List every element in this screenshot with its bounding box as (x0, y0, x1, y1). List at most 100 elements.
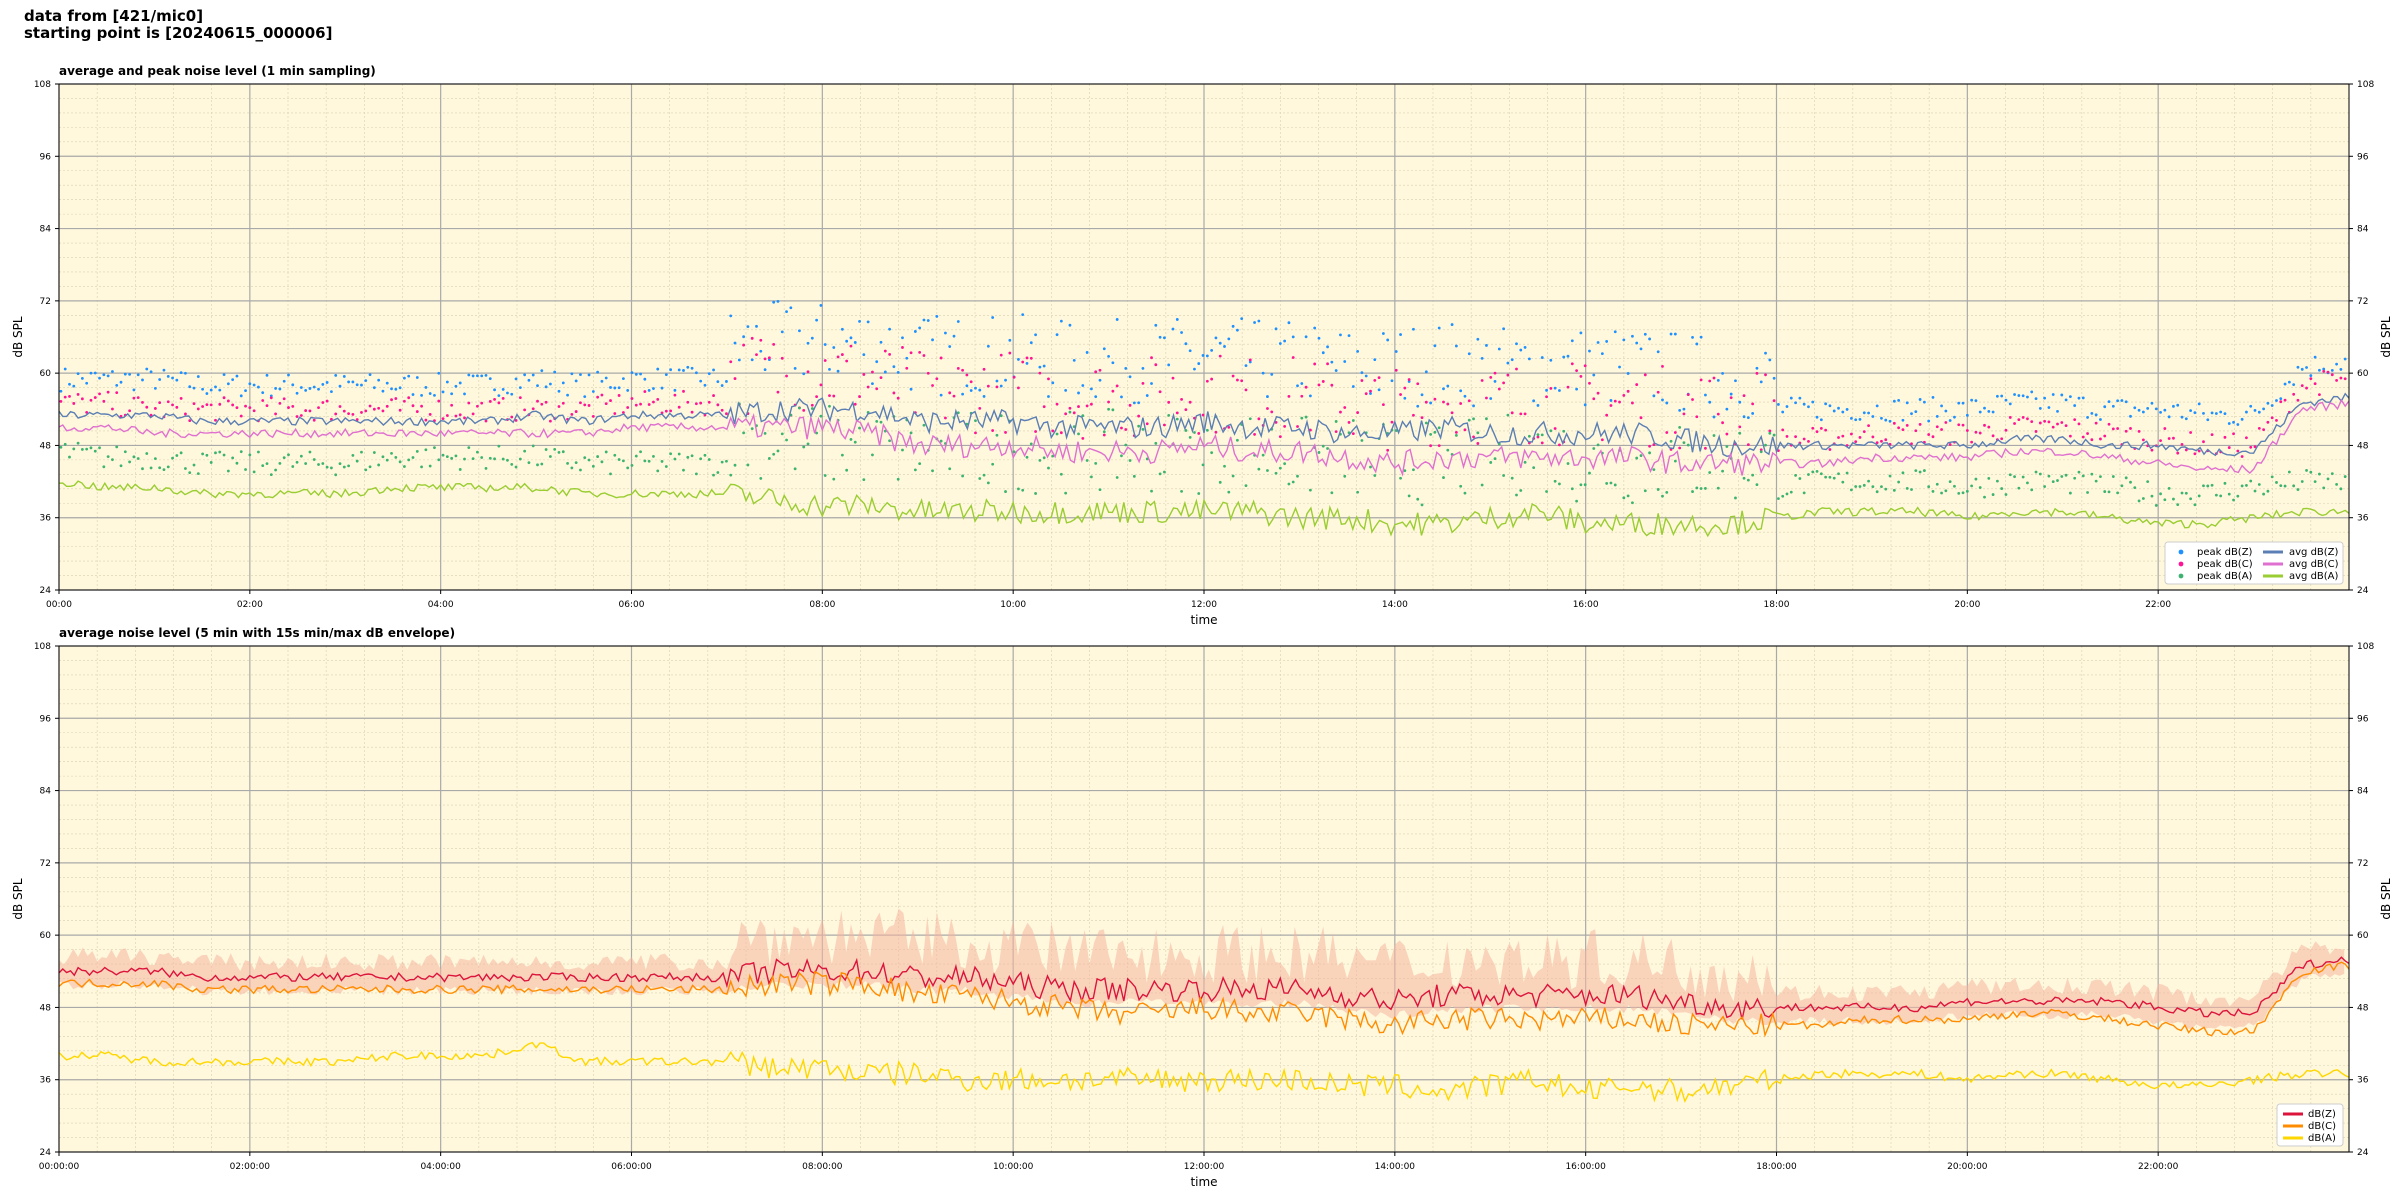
peak-point (699, 379, 703, 383)
peak-point (231, 403, 235, 407)
peak-point (630, 371, 634, 375)
peak-point (1755, 371, 1759, 375)
peak-point (1347, 421, 1351, 424)
peak-point (98, 392, 101, 396)
peak-point (2099, 475, 2102, 479)
peak-point (660, 411, 664, 415)
peak-point (304, 389, 308, 392)
peak-point (454, 384, 458, 388)
peak-point (1502, 381, 1506, 385)
peak-point (2038, 472, 2042, 476)
peak-point (1339, 333, 1342, 337)
peak-point (815, 395, 819, 399)
peak-point (1592, 447, 1596, 450)
peak-point (1244, 388, 1248, 392)
peak-point (1583, 364, 1587, 368)
peak-point (1257, 319, 1261, 323)
peak-point (1562, 355, 1566, 359)
peak-point (1343, 474, 1347, 478)
peak-point (445, 455, 449, 459)
peak-point (2206, 418, 2210, 422)
peak-point (1880, 485, 1883, 489)
peak-point (205, 453, 209, 457)
peak-point (2249, 404, 2253, 408)
peak-point (63, 367, 67, 371)
y-tick-label-right: 24 (2357, 1148, 2369, 1158)
peak-point (1287, 482, 1291, 486)
peak-point (1794, 435, 1797, 439)
peak-point (287, 406, 290, 409)
peak-point (2081, 396, 2085, 400)
peak-point (2034, 470, 2038, 474)
peak-point (1278, 435, 1282, 439)
peak-point (1815, 470, 1819, 473)
peak-point (1188, 436, 1192, 439)
peak-point (1339, 410, 1342, 414)
peak-point (639, 450, 642, 454)
peak-point (883, 349, 887, 353)
peak-point (1605, 413, 1609, 417)
peak-point (1678, 426, 1682, 429)
peak-point (1098, 378, 1102, 382)
peak-point (1884, 418, 1888, 422)
peak-point (2030, 420, 2034, 424)
peak-point (205, 403, 209, 407)
peak-point (102, 465, 106, 469)
peak-point (587, 458, 591, 462)
peak-point (2180, 442, 2184, 446)
peak-point (1523, 460, 1527, 464)
peak-point (630, 397, 634, 400)
peak-point (128, 460, 132, 464)
peak-point (703, 383, 707, 387)
peak-point (591, 390, 595, 393)
peak-point (1678, 446, 1682, 450)
peak-point (2313, 382, 2317, 386)
peak-point (188, 471, 192, 475)
peak-point (1884, 487, 1888, 491)
peak-point (1575, 369, 1579, 373)
x-tick-label: 06:00:00 (611, 1162, 652, 1172)
peak-point (1858, 436, 1862, 439)
peak-point (587, 404, 591, 407)
peak-point (480, 456, 484, 459)
peak-point (1987, 477, 1991, 480)
peak-point (85, 381, 89, 385)
peak-point (1034, 430, 1037, 433)
peak-point (523, 408, 527, 412)
peak-point (944, 416, 947, 420)
peak-point (690, 454, 694, 458)
peak-point (518, 386, 522, 390)
peak-point (1321, 351, 1325, 355)
peak-point (2073, 476, 2077, 480)
peak-point (347, 380, 350, 384)
peak-point (2330, 368, 2334, 372)
peak-point (1429, 401, 1433, 405)
peak-point (2004, 428, 2008, 432)
peak-point (1961, 401, 1965, 405)
peak-point (810, 403, 814, 407)
peak-point (1910, 412, 1913, 416)
peak-point (763, 431, 767, 435)
peak-point (583, 456, 587, 460)
peak-point (1184, 408, 1188, 412)
peak-point (1605, 340, 1609, 343)
peak-point (986, 384, 990, 388)
peak-point (1416, 404, 1420, 408)
peak-point (372, 407, 376, 411)
peak-point (1493, 379, 1497, 383)
peak-point (901, 346, 904, 349)
peak-point (1532, 466, 1536, 470)
peak-point (1656, 488, 1660, 491)
peak-point (1291, 335, 1295, 339)
peak-point (1330, 491, 1334, 495)
peak-point (355, 459, 359, 463)
peak-point (351, 380, 355, 384)
peak-point (282, 456, 286, 460)
chart-title: average and peak noise level (1 min samp… (59, 64, 376, 78)
peak-point (1841, 434, 1845, 438)
peak-point (819, 304, 823, 307)
peak-point (1111, 389, 1115, 393)
y-tick-label: 72 (40, 297, 51, 307)
peak-point (1600, 352, 1604, 356)
